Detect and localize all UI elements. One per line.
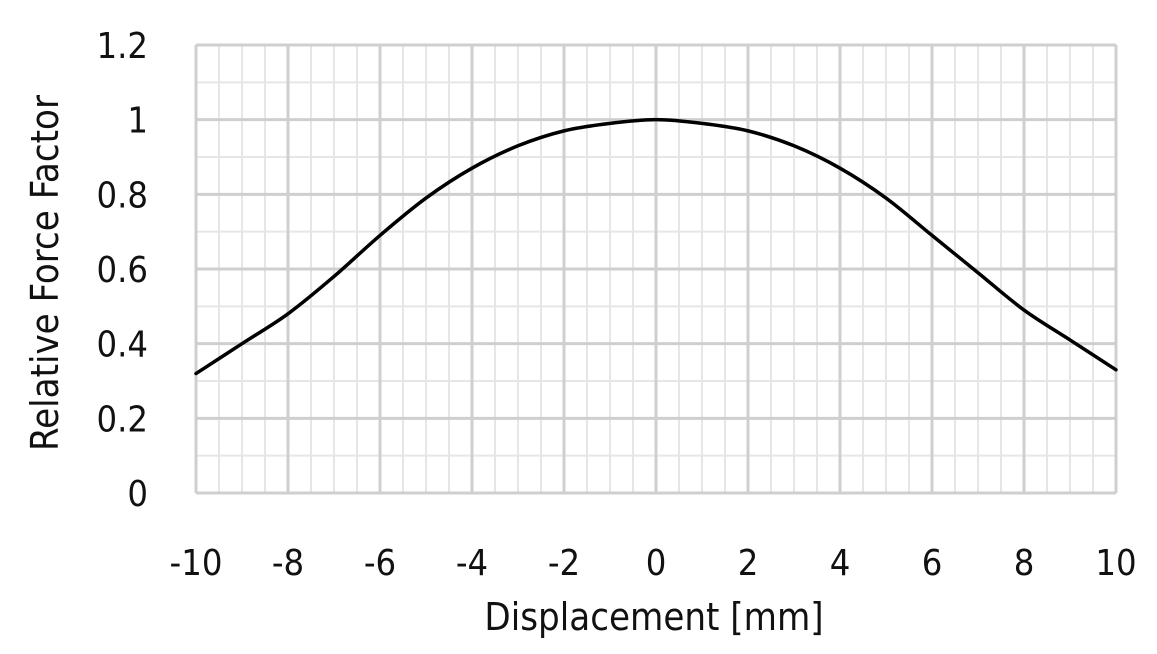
x-tick-label: -6 (364, 543, 396, 584)
y-tick-label: 0 (127, 474, 148, 515)
x-tick-label: -4 (456, 543, 488, 584)
x-tick-label: -10 (170, 543, 223, 584)
y-tick-label: 1.2 (97, 26, 149, 67)
x-tick-label: -8 (272, 543, 304, 584)
y-tick-label: 0.8 (97, 175, 149, 216)
x-tick-label: 4 (830, 543, 851, 584)
y-tick-label: 0.4 (97, 325, 149, 366)
x-tick-label: 10 (1095, 543, 1136, 584)
x-tick-label: 6 (922, 543, 943, 584)
x-tick-label: 2 (738, 543, 759, 584)
x-tick-label: 0 (646, 543, 667, 584)
y-tick-label: 0.6 (97, 250, 149, 291)
y-tick-label: 0.2 (97, 399, 149, 440)
y-tick-label: 1 (127, 101, 148, 142)
y-tick-labels: 0 0.2 0.4 0.6 0.8 1 1.2 (97, 26, 149, 515)
x-tick-label: -2 (548, 543, 580, 584)
x-tick-label: 8 (1014, 543, 1035, 584)
x-tick-labels: -10 -8 -6 -4 -2 0 2 4 6 8 10 (170, 543, 1137, 584)
series-line-0 (194, 117, 1118, 376)
series-layer (194, 117, 1118, 376)
y-axis-label: Relative Force Factor (23, 94, 67, 451)
x-axis-label: Displacement [mm] (484, 595, 823, 639)
major-grid (194, 43, 1118, 495)
